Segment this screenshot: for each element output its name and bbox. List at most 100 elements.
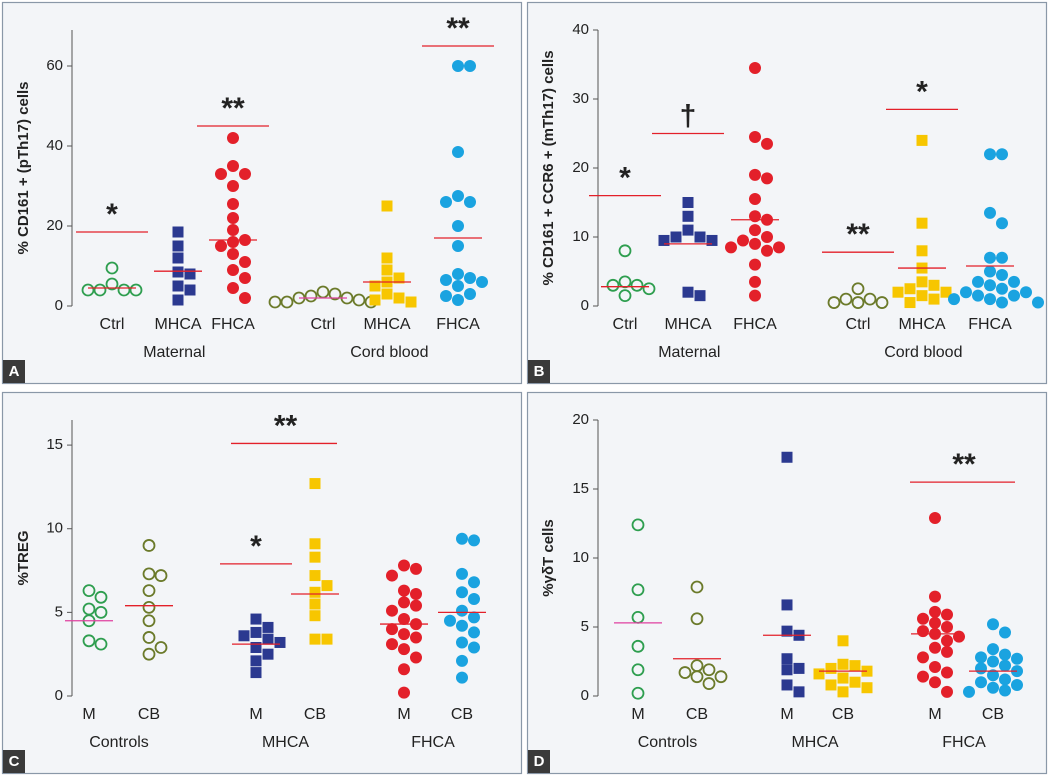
data-point bbox=[813, 668, 825, 680]
data-point bbox=[996, 217, 1008, 230]
category-label: MHCA bbox=[363, 316, 410, 333]
panel-frame bbox=[1, 391, 523, 775]
data-point bbox=[444, 614, 456, 627]
significance-label: * bbox=[619, 162, 631, 195]
data-point bbox=[468, 641, 480, 654]
panel-letter-box bbox=[3, 750, 25, 773]
data-point bbox=[761, 137, 773, 150]
data-point bbox=[749, 168, 761, 181]
y-axis-label: % CD161 + (pTh17) cells bbox=[15, 82, 32, 255]
data-point bbox=[172, 240, 184, 252]
data-point bbox=[682, 286, 694, 298]
data-point bbox=[172, 294, 184, 306]
data-point bbox=[82, 584, 96, 598]
data-point bbox=[93, 283, 107, 297]
data-point bbox=[929, 676, 941, 689]
data-point bbox=[916, 245, 928, 257]
section-label: Controls bbox=[89, 734, 149, 751]
data-point bbox=[837, 658, 849, 670]
data-point bbox=[793, 686, 805, 698]
data-point bbox=[381, 288, 393, 300]
significance-label: † bbox=[680, 99, 697, 132]
data-point bbox=[129, 283, 143, 297]
data-point bbox=[410, 631, 422, 644]
data-point bbox=[749, 289, 761, 302]
category-label: CB bbox=[832, 706, 854, 723]
data-point bbox=[1032, 296, 1044, 309]
data-point bbox=[142, 539, 156, 552]
panel: A 0 20 40 60 % CD161 + (pTh17) cells Ctrl * MHCA… bbox=[1, 1, 523, 385]
data-point bbox=[694, 231, 706, 243]
data-point bbox=[309, 478, 321, 490]
data-point bbox=[309, 610, 321, 622]
data-point bbox=[452, 240, 464, 252]
data-point bbox=[227, 224, 239, 236]
data-point bbox=[694, 290, 706, 302]
data-point bbox=[941, 685, 953, 698]
y-tick-label: 0 bbox=[581, 687, 589, 704]
data-point bbox=[172, 252, 184, 264]
y-tick-label: 20 bbox=[572, 411, 589, 428]
data-point bbox=[227, 264, 239, 276]
data-point bbox=[928, 279, 940, 291]
data-point bbox=[631, 663, 645, 677]
data-point bbox=[781, 679, 793, 691]
category-label: M bbox=[249, 706, 262, 723]
data-point bbox=[172, 266, 184, 278]
data-point bbox=[464, 288, 476, 300]
data-point bbox=[227, 198, 239, 210]
data-point bbox=[456, 636, 468, 649]
data-point bbox=[464, 196, 476, 208]
data-point bbox=[984, 251, 996, 264]
data-point bbox=[456, 654, 468, 667]
y-axis-label: %γδT cells bbox=[540, 519, 557, 596]
y-tick-label: 15 bbox=[572, 480, 589, 497]
data-point bbox=[398, 643, 410, 656]
data-point bbox=[239, 292, 251, 304]
data-point bbox=[142, 584, 156, 598]
data-point bbox=[781, 664, 793, 676]
data-point bbox=[239, 168, 251, 180]
category-label: FHCA bbox=[968, 316, 1012, 333]
data-point bbox=[781, 625, 793, 637]
data-point bbox=[250, 626, 262, 638]
data-point bbox=[999, 673, 1011, 686]
data-point bbox=[142, 600, 156, 614]
category-label: CB bbox=[686, 706, 708, 723]
data-point bbox=[781, 599, 793, 611]
data-point bbox=[793, 662, 805, 674]
data-point bbox=[631, 639, 645, 653]
data-point bbox=[642, 282, 656, 296]
data-point bbox=[328, 287, 342, 301]
data-point bbox=[381, 200, 393, 212]
data-point bbox=[94, 637, 108, 651]
data-point bbox=[987, 643, 999, 656]
category-label: CB bbox=[138, 706, 160, 723]
data-point bbox=[630, 278, 644, 292]
data-point bbox=[618, 289, 632, 303]
category-label: CB bbox=[451, 706, 473, 723]
y-axis-label: %TREG bbox=[15, 530, 32, 585]
data-point bbox=[940, 286, 952, 298]
data-point bbox=[863, 292, 877, 306]
data-point bbox=[94, 605, 108, 619]
significance-label: ** bbox=[846, 218, 870, 251]
category-label: M bbox=[780, 706, 793, 723]
data-point bbox=[781, 451, 793, 463]
y-tick-label: 10 bbox=[572, 549, 589, 566]
data-point bbox=[941, 608, 953, 621]
data-point bbox=[749, 275, 761, 288]
data-point bbox=[851, 296, 865, 309]
data-point bbox=[456, 586, 468, 599]
data-point bbox=[410, 651, 422, 664]
data-point bbox=[369, 280, 381, 292]
section-label: Maternal bbox=[143, 344, 205, 361]
y-tick-label: 30 bbox=[572, 90, 589, 107]
data-point bbox=[440, 196, 452, 208]
data-point bbox=[468, 534, 480, 547]
data-point bbox=[227, 248, 239, 260]
data-point bbox=[861, 682, 873, 694]
data-point bbox=[999, 659, 1011, 672]
data-point bbox=[996, 296, 1008, 309]
y-tick-label: 60 bbox=[46, 57, 63, 74]
